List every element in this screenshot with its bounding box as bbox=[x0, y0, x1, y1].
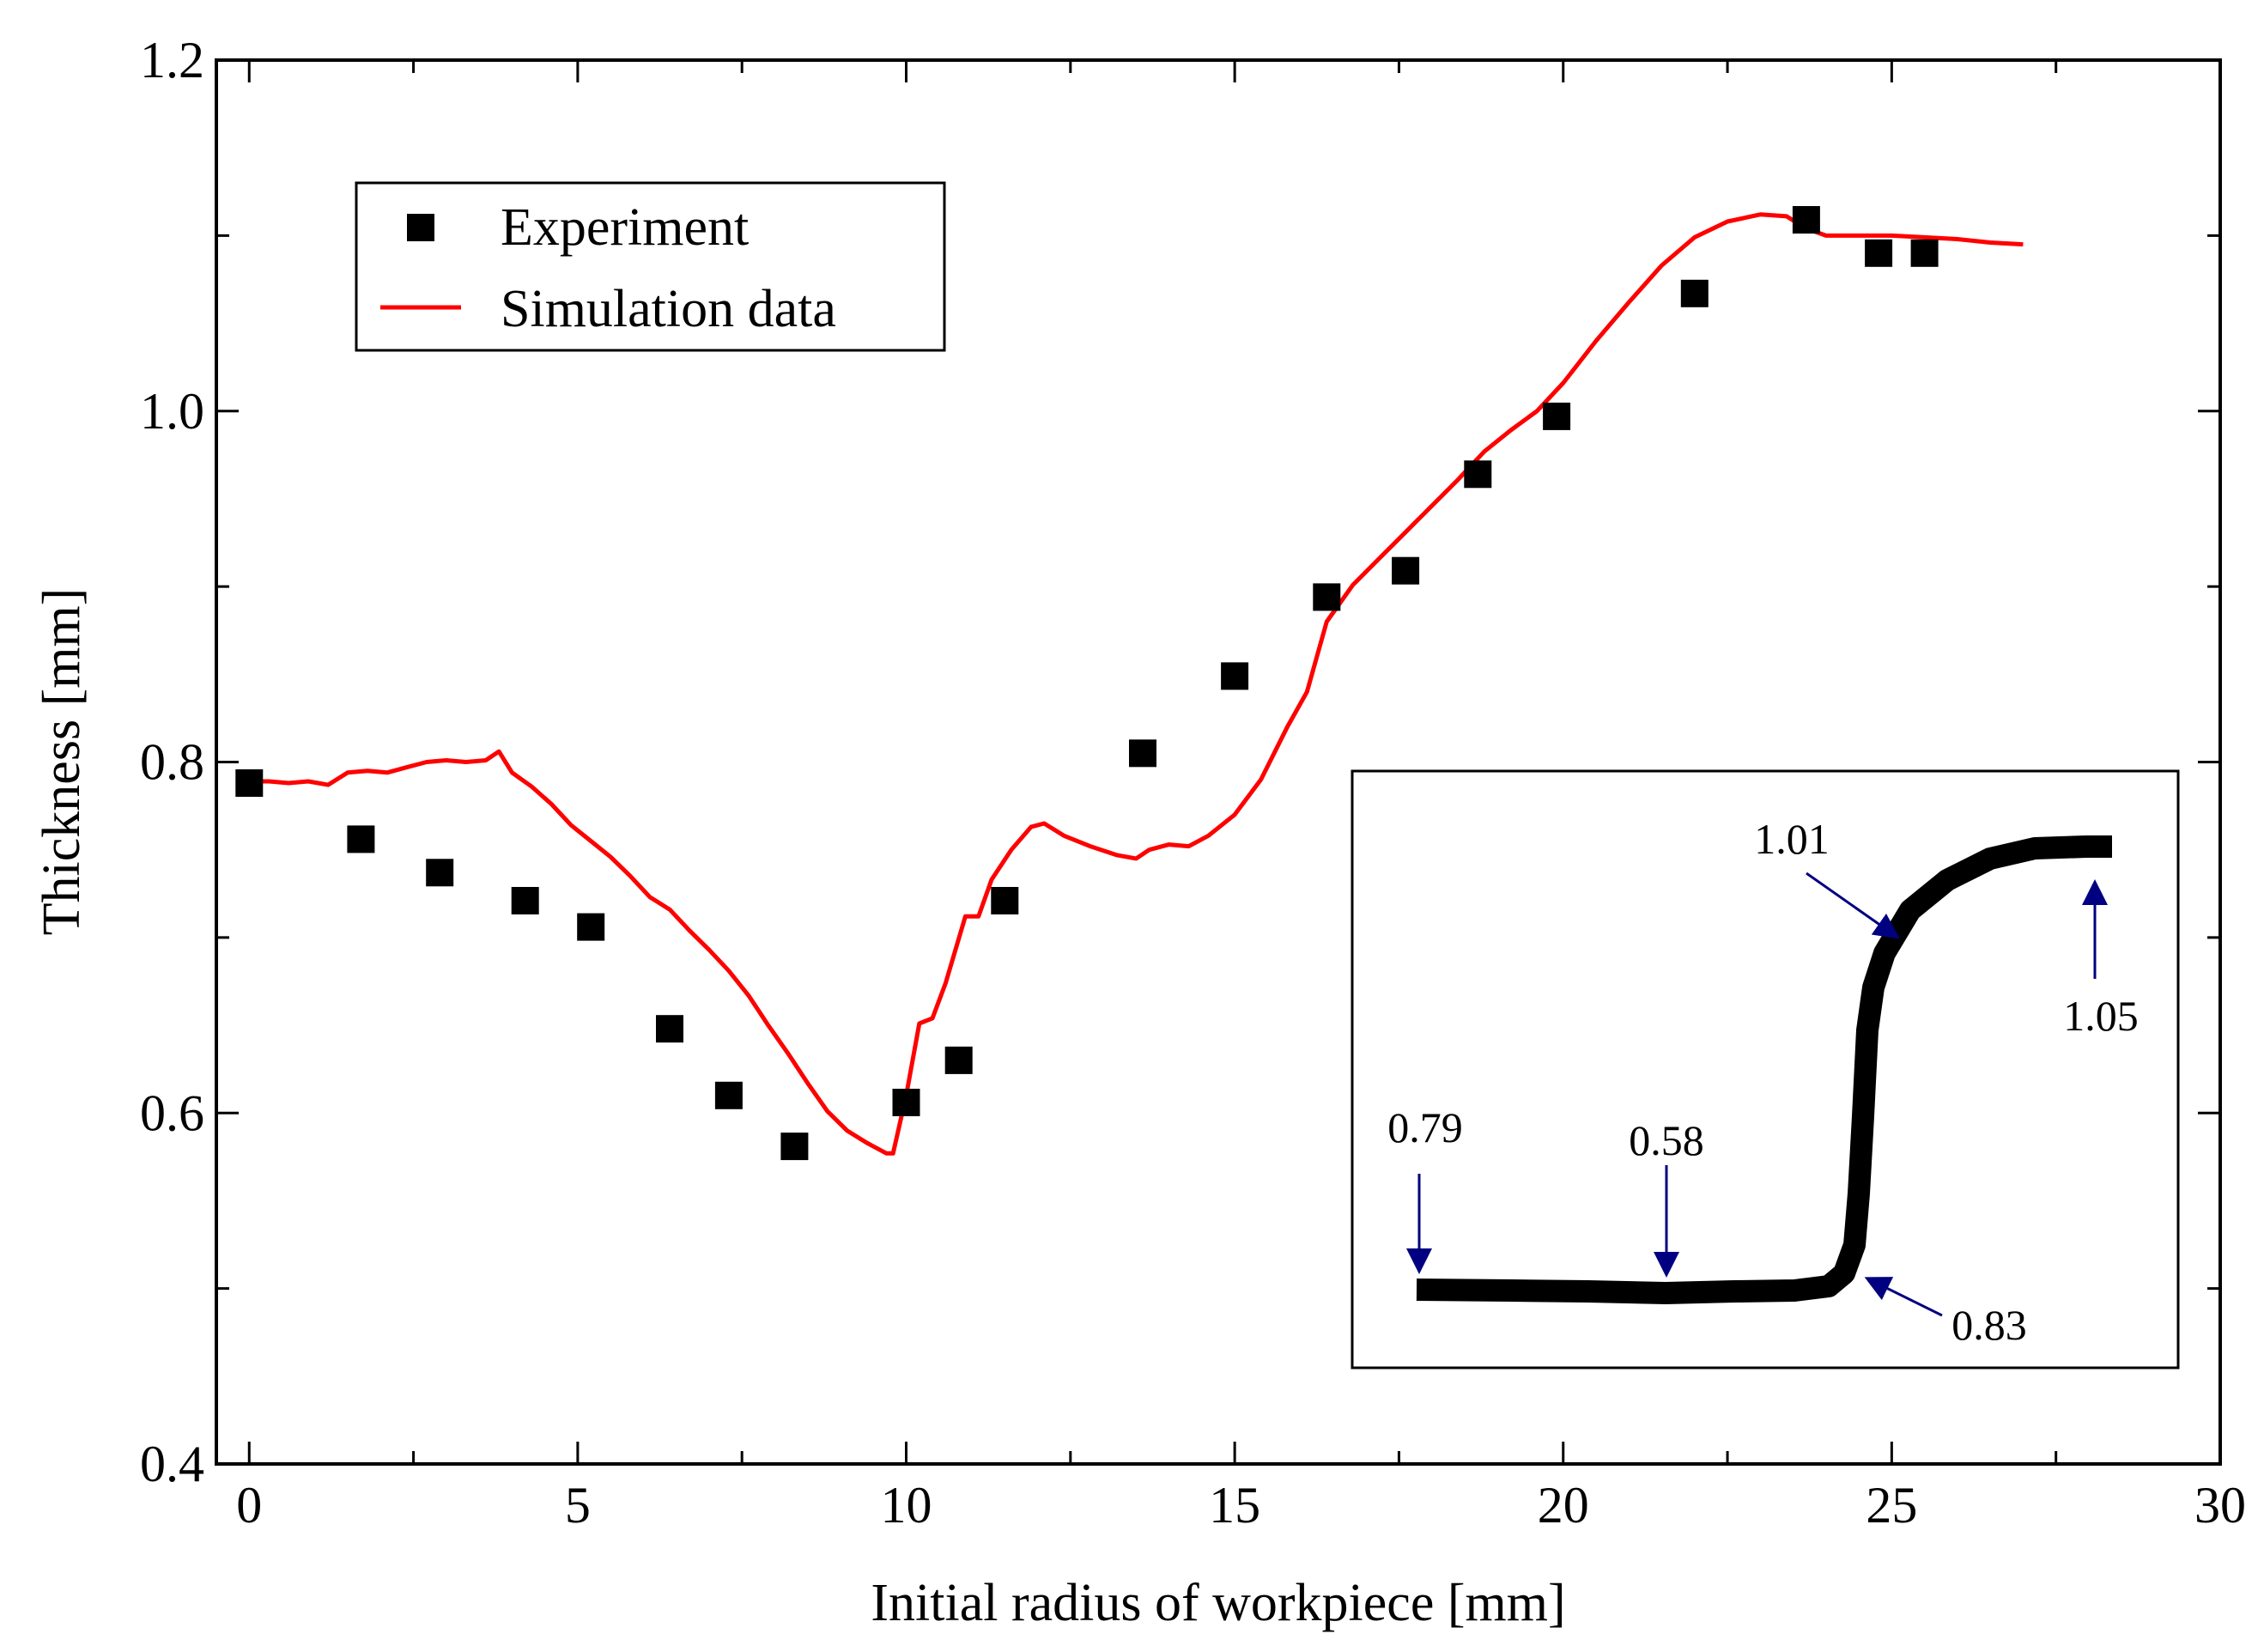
simulation-data-line bbox=[249, 212, 2024, 1156]
y-axis-ticks: 0.4 0.6 0.8 1.0 1.2 bbox=[140, 32, 2220, 1492]
experiment-point bbox=[1543, 402, 1571, 430]
experiment-point bbox=[944, 1046, 973, 1074]
experiment-point bbox=[235, 769, 264, 797]
x-tick-label: 5 bbox=[565, 1477, 591, 1534]
inset-arrow-0-83 bbox=[1864, 1277, 1943, 1317]
legend-experiment-marker bbox=[407, 214, 434, 241]
x-tick-label: 15 bbox=[1209, 1477, 1260, 1534]
inset-label-0-83: 0.83 bbox=[1951, 1301, 2027, 1349]
experiment-point bbox=[991, 887, 1019, 914]
experiment-point bbox=[714, 1081, 743, 1109]
x-tick-label: 10 bbox=[881, 1477, 932, 1534]
experiment-point bbox=[1680, 279, 1709, 307]
inset-workpiece-profile bbox=[1416, 835, 2112, 1304]
experiment-point bbox=[347, 825, 375, 853]
inset-arrow-1-01 bbox=[1806, 872, 1900, 939]
x-axis-ticks: 0 5 10 15 20 25 30 bbox=[236, 60, 2246, 1534]
legend-experiment-label: Experiment bbox=[501, 198, 749, 257]
y-tick-label: 1.0 bbox=[140, 383, 204, 440]
experiment-point bbox=[1313, 583, 1341, 611]
x-tick-label: 0 bbox=[236, 1477, 262, 1534]
experiment-point bbox=[511, 887, 539, 914]
experiment-point bbox=[1221, 662, 1249, 690]
experiment-point bbox=[1392, 556, 1420, 585]
experiment-points bbox=[235, 206, 1939, 1161]
x-axis-title: Initial radius of workpiece [mm] bbox=[871, 1574, 1565, 1632]
x-tick-label: 25 bbox=[1866, 1477, 1917, 1534]
inset-profile: 0.79 0.58 0.83 1.01 1.05 bbox=[1351, 769, 2180, 1370]
experiment-point bbox=[656, 1015, 683, 1043]
y-tick-label: 0.8 bbox=[140, 734, 204, 791]
legend: Experiment Simulation data bbox=[355, 181, 946, 352]
inset-label-1-05: 1.05 bbox=[2063, 992, 2139, 1040]
experiment-point bbox=[1910, 239, 1939, 267]
experiment-point bbox=[780, 1133, 809, 1161]
y-tick-label: 1.2 bbox=[140, 32, 204, 88]
inset-frame bbox=[1351, 769, 2180, 1370]
experiment-point bbox=[1129, 739, 1156, 768]
y-tick-label: 0.4 bbox=[140, 1436, 204, 1492]
x-tick-label: 20 bbox=[1538, 1477, 1589, 1534]
legend-box bbox=[355, 181, 946, 352]
inset-label-0-58: 0.58 bbox=[1629, 1116, 1704, 1164]
inset-label-1-01: 1.01 bbox=[1754, 815, 1830, 863]
x-tick-label: 30 bbox=[2194, 1477, 2246, 1534]
experiment-point bbox=[577, 913, 605, 941]
experiment-point bbox=[426, 859, 454, 887]
legend-simulation-label: Simulation data bbox=[501, 280, 836, 338]
experiment-point bbox=[1865, 239, 1893, 267]
inset-label-0-79: 0.79 bbox=[1387, 1103, 1463, 1151]
experiment-point bbox=[892, 1089, 920, 1116]
y-tick-label: 0.6 bbox=[140, 1084, 204, 1141]
experiment-point bbox=[1792, 206, 1820, 234]
experiment-point bbox=[1464, 460, 1492, 489]
y-axis-title: Thickness [mm] bbox=[33, 588, 91, 936]
